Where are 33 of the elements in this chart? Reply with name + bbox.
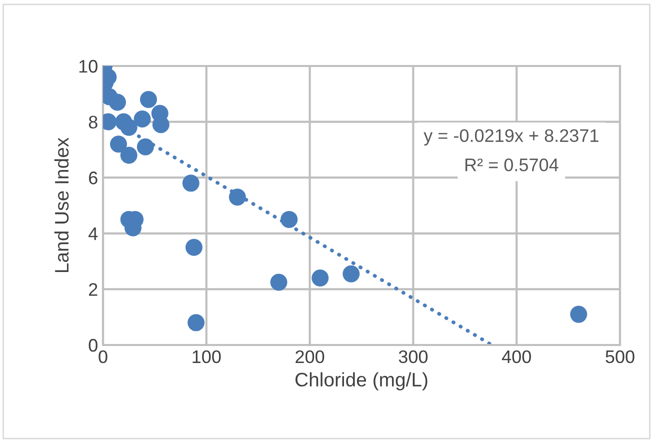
y-tick-label: 6: [89, 172, 98, 184]
y-axis-title: Land Use Index: [54, 138, 69, 272]
point: [185, 238, 202, 256]
x-tick-label: 200: [296, 350, 324, 364]
point: [270, 274, 288, 291]
point: [110, 136, 128, 153]
point: [228, 188, 246, 206]
x-tick-label: 100: [192, 350, 221, 364]
point: [182, 174, 200, 192]
point: [134, 110, 151, 128]
x-tick-label: 300: [398, 350, 428, 364]
point: [280, 210, 298, 228]
point: [312, 270, 329, 287]
x-tick-label: 400: [502, 350, 531, 364]
x-axis-title: Chloride (mg/L): [295, 372, 428, 390]
y-tick-label: 2: [89, 283, 98, 296]
annotation: R² = 0.5704: [465, 158, 558, 172]
point: [152, 116, 170, 134]
point: [120, 118, 138, 136]
y-tick-label: 10: [79, 60, 98, 73]
point: [136, 138, 154, 156]
point: [140, 90, 157, 108]
point: [188, 314, 205, 332]
point: [570, 306, 588, 323]
y-tick-label: 0: [88, 338, 98, 352]
y-tick-label: 4: [88, 228, 98, 240]
point: [342, 265, 360, 282]
x-tick-label: 500: [606, 350, 634, 364]
x-tick-label: 0: [98, 350, 108, 364]
y-tick-label: 8: [88, 116, 98, 129]
point: [120, 146, 138, 164]
annotation: y = -0.0219x + 8.2371: [424, 129, 598, 146]
point: [108, 94, 126, 111]
